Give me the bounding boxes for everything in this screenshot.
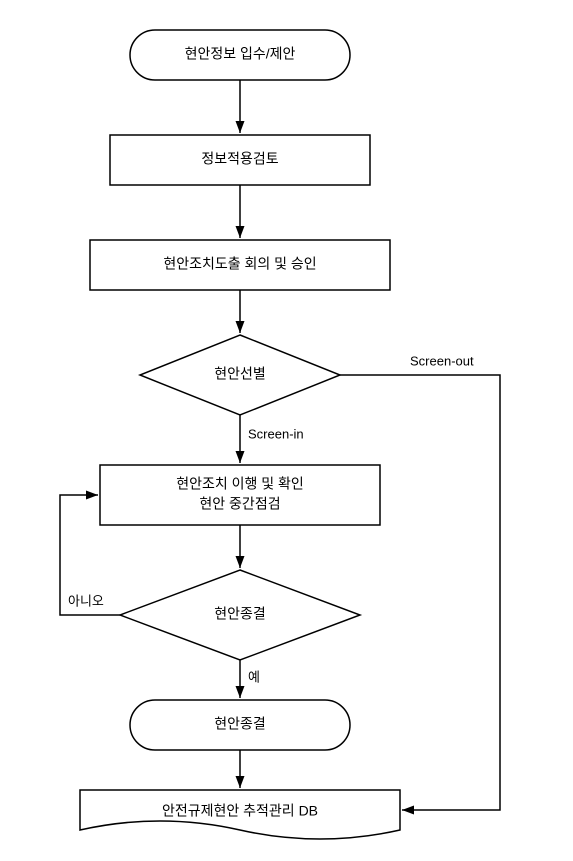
node-review-label: 정보적용검토 (201, 151, 278, 167)
node-db-label: 안전규제현안 추적관리 DB (162, 803, 318, 819)
node-action-label-1: 현안조치 이행 및 확인 (176, 476, 304, 492)
node-derive-label: 현안조치도출 회의 및 승인 (163, 256, 316, 272)
edge-label-no: 아니오 (68, 593, 104, 608)
edge-screen-out (340, 375, 500, 810)
edge-label-screen-in: Screen-in (248, 426, 304, 441)
edge-label-screen-out: Screen-out (410, 353, 474, 368)
node-close-terminator-label: 현안종결 (214, 716, 266, 732)
node-action-label-2: 현안 중간점검 (199, 496, 280, 512)
node-db: 안전규제현안 추적관리 DB (80, 790, 400, 839)
node-action: 현안조치 이행 및 확인 현안 중간점검 (100, 465, 380, 525)
node-close-decision-label: 현안종결 (214, 606, 266, 622)
node-screen-label: 현안선별 (214, 366, 266, 382)
flowchart: 현안정보 입수/제안 정보적용검토 현안조치도출 회의 및 승인 현안선별 현안… (0, 0, 573, 861)
node-close-terminator: 현안종결 (130, 700, 350, 750)
node-start-label: 현안정보 입수/제안 (185, 46, 296, 62)
node-close-decision: 현안종결 (120, 570, 360, 660)
node-review: 정보적용검토 (110, 135, 370, 185)
edge-label-yes: 예 (248, 669, 260, 684)
node-start: 현안정보 입수/제안 (130, 30, 350, 80)
node-screen: 현안선별 (140, 335, 340, 415)
node-derive: 현안조치도출 회의 및 승인 (90, 240, 390, 290)
